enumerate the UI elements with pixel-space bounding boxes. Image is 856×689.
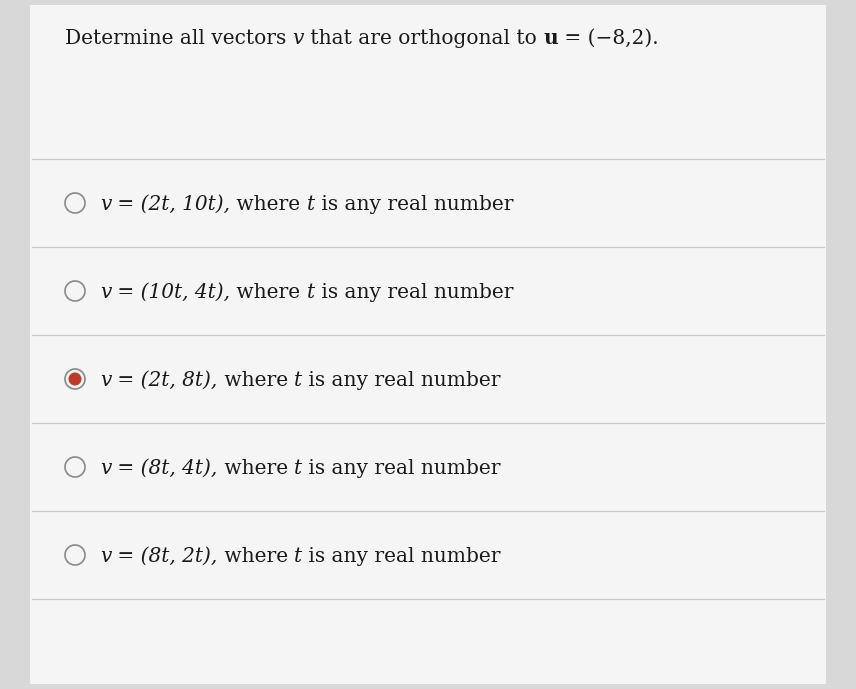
Text: is any real number: is any real number bbox=[302, 458, 501, 477]
Text: is any real number: is any real number bbox=[315, 194, 514, 214]
Text: = (8t, 4t),: = (8t, 4t), bbox=[111, 458, 217, 477]
Circle shape bbox=[65, 545, 85, 565]
Text: v: v bbox=[100, 194, 111, 214]
Text: v: v bbox=[100, 282, 111, 302]
Text: t: t bbox=[294, 546, 302, 566]
Text: where: where bbox=[217, 371, 294, 389]
Text: = (8t, 2t),: = (8t, 2t), bbox=[111, 546, 217, 566]
Text: t: t bbox=[306, 282, 315, 302]
Text: is any real number: is any real number bbox=[302, 546, 501, 566]
Text: where: where bbox=[230, 194, 306, 214]
Text: = (−8,2).: = (−8,2). bbox=[558, 29, 658, 48]
Text: where: where bbox=[217, 546, 294, 566]
Text: t: t bbox=[294, 371, 302, 389]
Text: t: t bbox=[294, 458, 302, 477]
Text: v: v bbox=[100, 458, 111, 477]
Text: = (2t, 10t),: = (2t, 10t), bbox=[111, 194, 230, 214]
FancyBboxPatch shape bbox=[30, 5, 826, 684]
Text: t: t bbox=[306, 194, 315, 214]
Text: is any real number: is any real number bbox=[302, 371, 501, 389]
Circle shape bbox=[68, 373, 81, 386]
Text: = (10t, 4t),: = (10t, 4t), bbox=[111, 282, 230, 302]
Circle shape bbox=[65, 369, 85, 389]
Text: = (2t, 8t),: = (2t, 8t), bbox=[111, 371, 217, 389]
Circle shape bbox=[65, 193, 85, 213]
Text: is any real number: is any real number bbox=[315, 282, 514, 302]
Text: where: where bbox=[230, 282, 306, 302]
Text: v: v bbox=[100, 546, 111, 566]
Circle shape bbox=[65, 457, 85, 477]
Text: v: v bbox=[293, 29, 304, 48]
Text: that are orthogonal to: that are orthogonal to bbox=[304, 29, 543, 48]
Text: Determine all vectors: Determine all vectors bbox=[65, 29, 293, 48]
Circle shape bbox=[65, 281, 85, 301]
Text: where: where bbox=[217, 458, 294, 477]
Text: v: v bbox=[100, 371, 111, 389]
Text: u: u bbox=[543, 28, 558, 48]
